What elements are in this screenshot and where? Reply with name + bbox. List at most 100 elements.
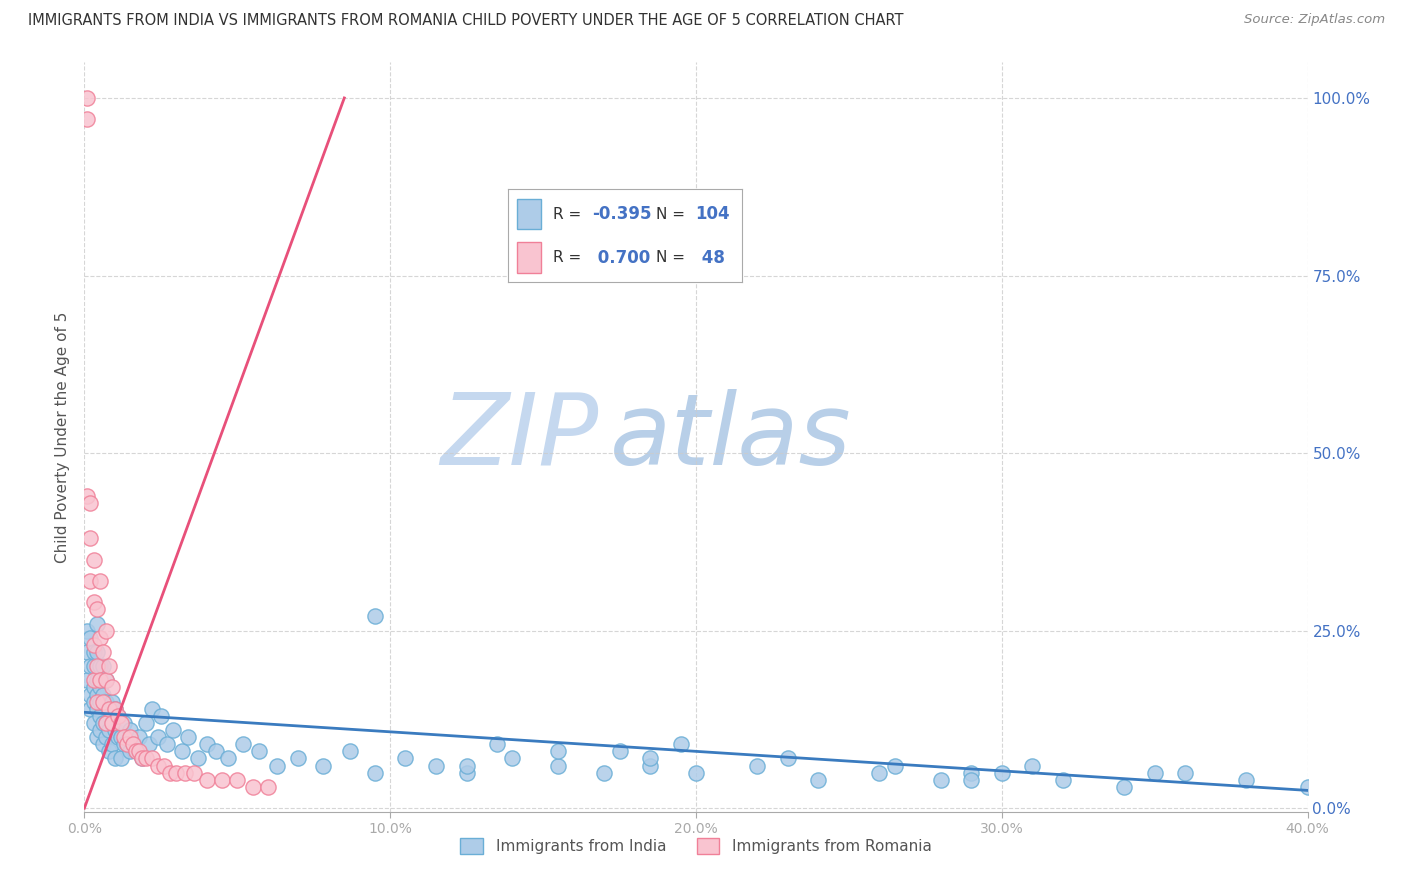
Point	[83, 715, 105, 730]
Point	[1052, 772, 1074, 787]
Point	[183, 765, 205, 780]
Point	[89, 723, 111, 737]
Point	[107, 709, 129, 723]
Point	[120, 744, 142, 758]
Point	[94, 673, 117, 688]
Point	[135, 715, 157, 730]
Text: Source: ZipAtlas.com: Source: ZipAtlas.com	[1244, 13, 1385, 27]
Point	[112, 737, 135, 751]
Point	[86, 695, 108, 709]
Point	[120, 723, 142, 737]
Point	[502, 751, 524, 765]
Point	[929, 772, 952, 787]
Point	[79, 531, 101, 545]
Point	[172, 744, 194, 758]
Text: 48: 48	[696, 249, 724, 267]
Point	[138, 737, 160, 751]
Point	[547, 744, 569, 758]
Point	[807, 772, 830, 787]
Point	[79, 574, 101, 588]
Point	[110, 730, 132, 744]
Text: 104: 104	[696, 205, 730, 223]
Point	[135, 751, 157, 765]
Point	[76, 673, 98, 688]
Point	[86, 688, 108, 702]
Point	[91, 659, 114, 673]
Point	[125, 744, 148, 758]
Point	[122, 737, 145, 751]
Point	[83, 645, 105, 659]
Text: N =: N =	[655, 207, 685, 221]
Point	[91, 645, 114, 659]
Point	[1296, 780, 1319, 794]
Point	[97, 702, 120, 716]
Point	[242, 780, 264, 794]
Point	[339, 744, 361, 758]
Point	[128, 744, 150, 758]
Point	[1114, 780, 1136, 794]
Point	[177, 730, 200, 744]
Point	[112, 715, 135, 730]
Point	[101, 681, 124, 695]
Point	[609, 744, 631, 758]
Point	[869, 765, 891, 780]
Point	[97, 723, 120, 737]
Point	[211, 772, 233, 787]
Point	[94, 695, 117, 709]
Point	[456, 758, 478, 772]
Point	[83, 673, 105, 688]
Point	[312, 758, 335, 772]
Point	[156, 737, 179, 751]
Point	[547, 758, 569, 772]
Point	[165, 765, 187, 780]
Point	[89, 631, 111, 645]
Point	[960, 772, 983, 787]
Point	[94, 730, 117, 744]
Point	[76, 645, 98, 659]
Point	[89, 659, 111, 673]
Point	[141, 702, 163, 716]
Point	[149, 709, 172, 723]
Point	[91, 695, 114, 709]
Point	[593, 765, 616, 780]
Point	[86, 645, 108, 659]
Point	[79, 688, 101, 702]
Point	[232, 737, 254, 751]
Point	[776, 751, 799, 765]
Point	[125, 744, 148, 758]
Point	[91, 688, 114, 702]
Point	[217, 751, 239, 765]
Point	[159, 765, 181, 780]
Point	[94, 715, 117, 730]
Point	[83, 638, 105, 652]
Text: R =: R =	[553, 207, 581, 221]
Point	[174, 765, 197, 780]
Point	[83, 595, 105, 609]
Point	[86, 659, 108, 673]
Point	[1174, 765, 1197, 780]
Point	[107, 730, 129, 744]
Point	[747, 758, 769, 772]
Point	[104, 702, 127, 716]
Point	[128, 730, 150, 744]
Point	[115, 737, 138, 751]
Point	[97, 702, 120, 716]
Point	[79, 496, 101, 510]
Point	[685, 765, 707, 780]
Point	[960, 765, 983, 780]
Point	[83, 695, 105, 709]
Text: ZIP: ZIP	[440, 389, 598, 485]
Point	[76, 112, 98, 127]
Legend: Immigrants from India, Immigrants from Romania: Immigrants from India, Immigrants from R…	[454, 832, 938, 860]
Point	[205, 744, 228, 758]
Point	[76, 91, 98, 105]
Point	[131, 751, 153, 765]
Point	[86, 616, 108, 631]
Point	[79, 702, 101, 716]
Point	[89, 574, 111, 588]
Point	[110, 715, 132, 730]
Point	[101, 715, 124, 730]
Point	[1021, 758, 1043, 772]
Point	[104, 702, 127, 716]
Point	[456, 765, 478, 780]
